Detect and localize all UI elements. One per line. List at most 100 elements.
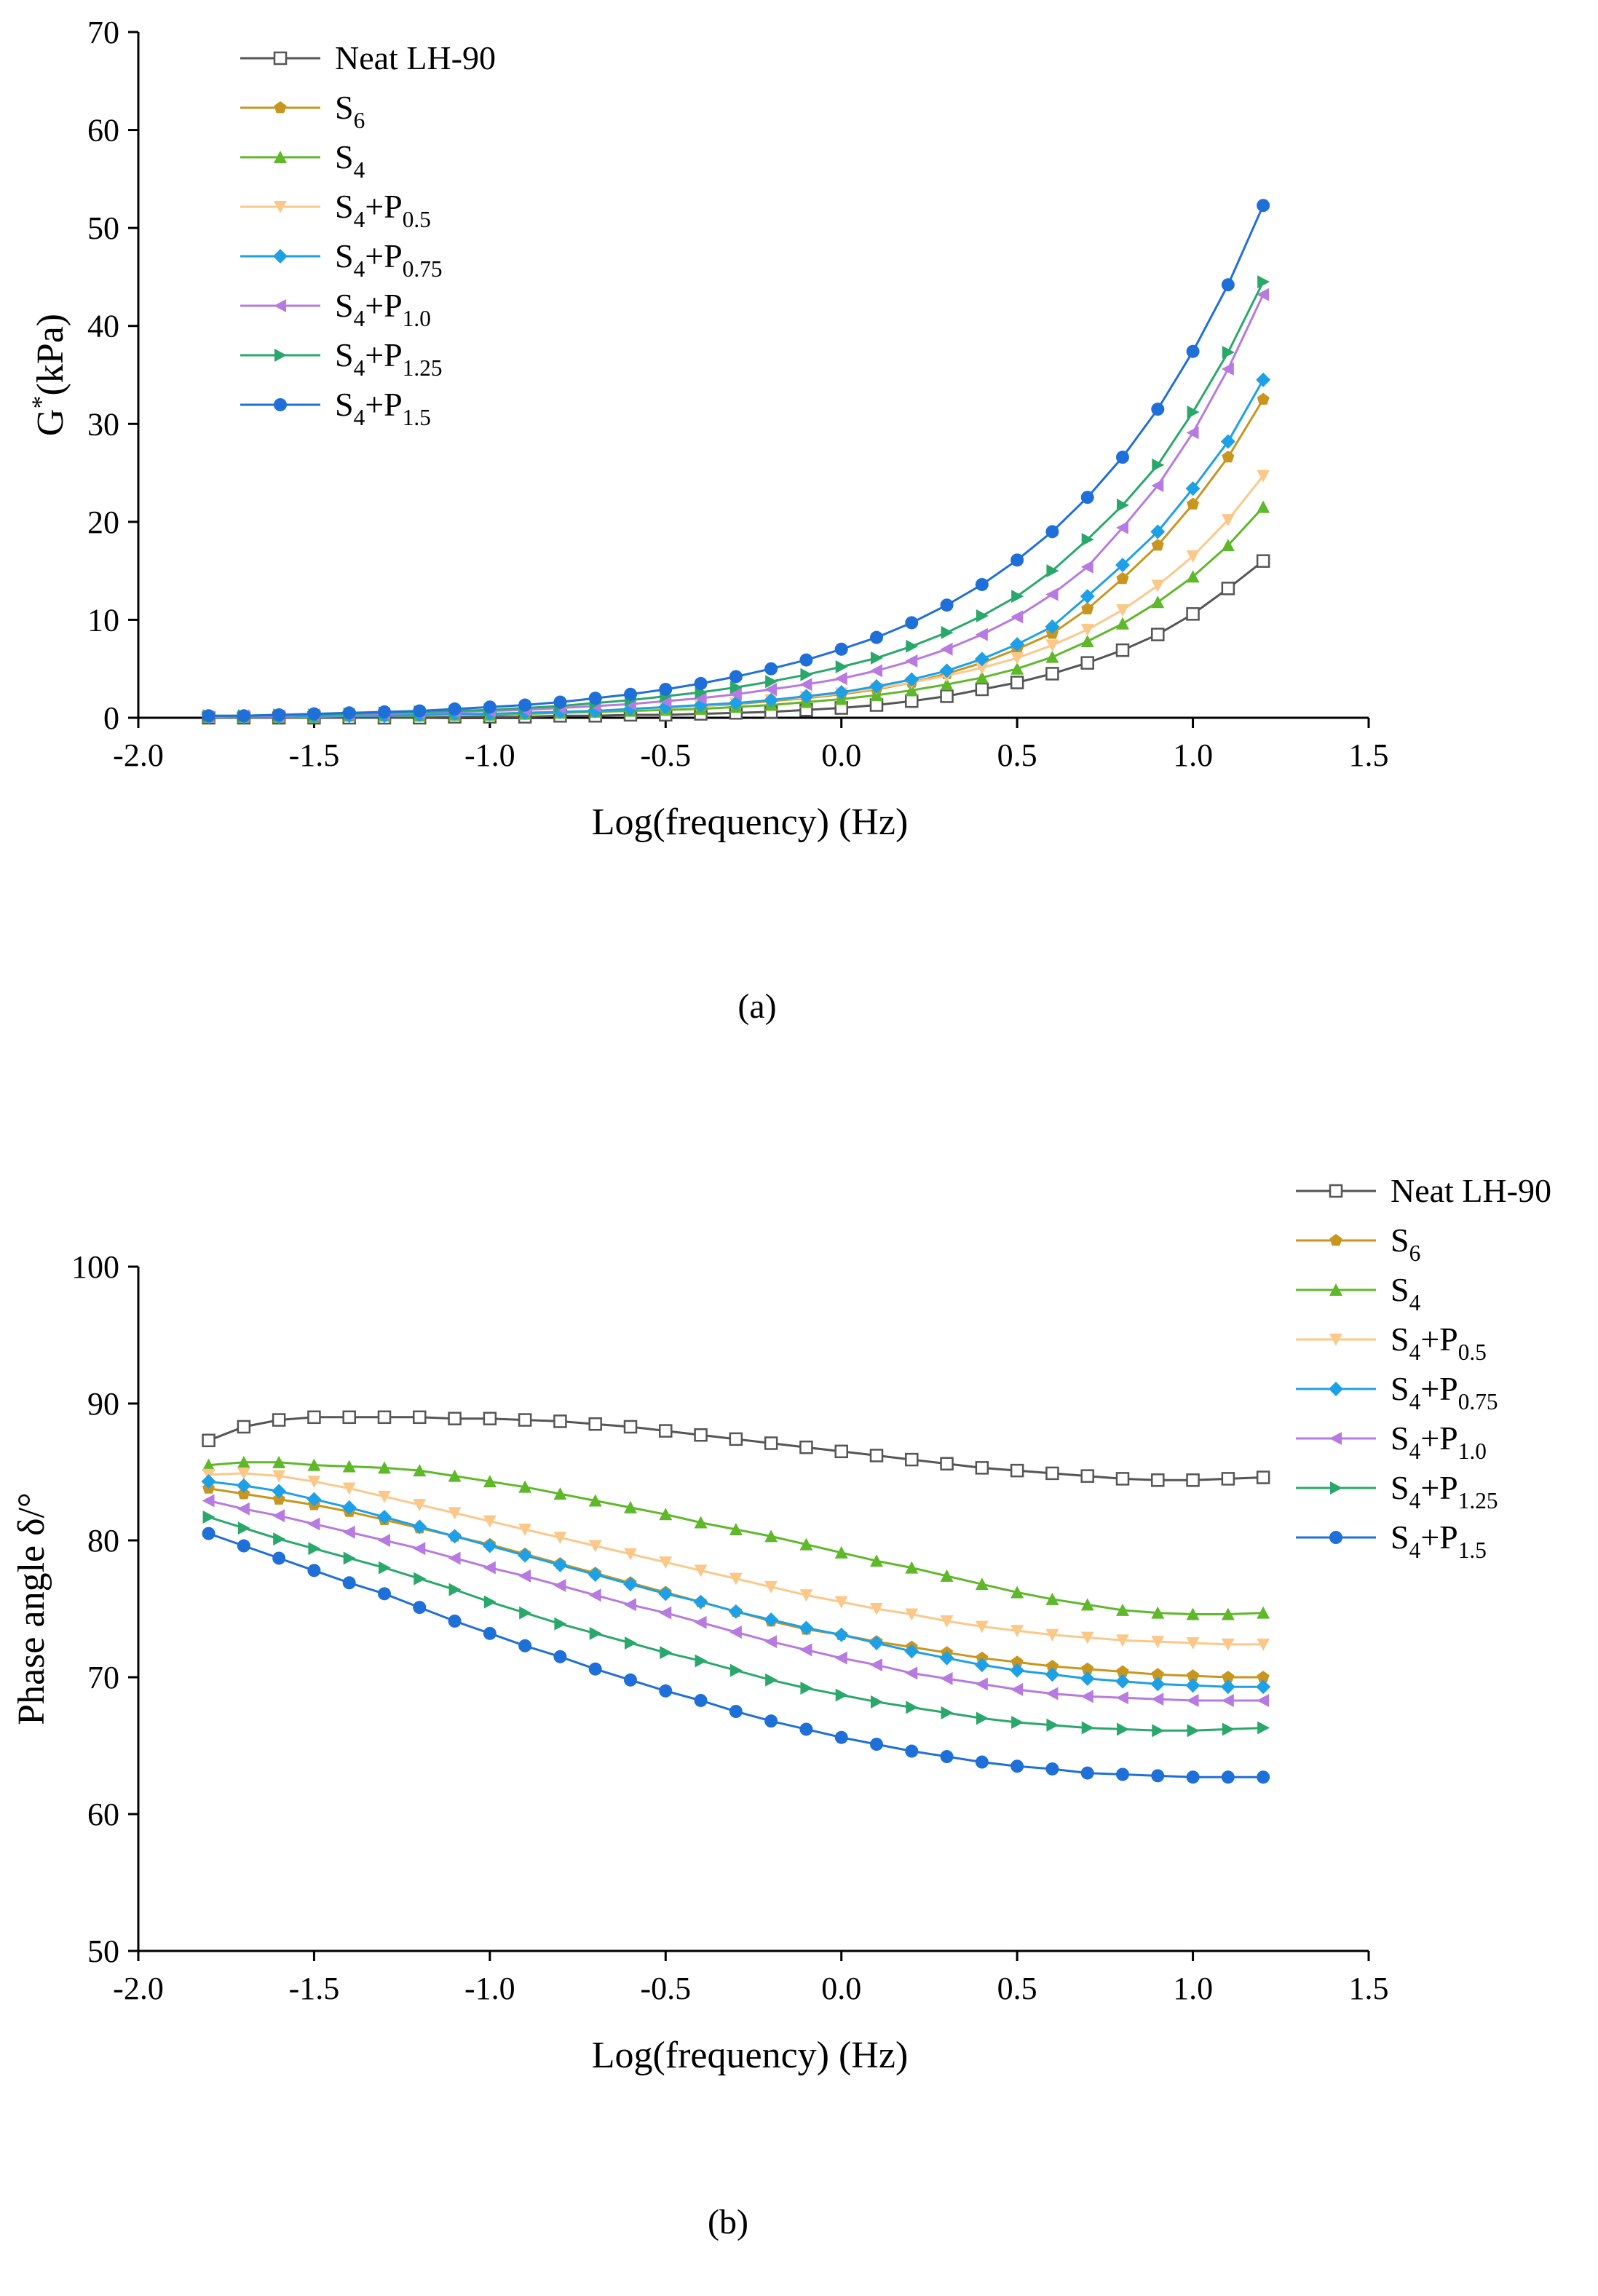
data-point (1151, 579, 1165, 593)
series-6 (202, 1494, 1270, 1707)
data-point (448, 1469, 462, 1482)
data-point (694, 1516, 708, 1529)
data-point (905, 1561, 919, 1574)
data-point (341, 1500, 357, 1515)
legend-label: S4 (335, 138, 365, 183)
data-point (237, 1467, 250, 1480)
data-point (378, 1461, 391, 1474)
legend-label-sub2: 1.5 (403, 405, 431, 430)
data-point (378, 1490, 391, 1503)
data-point (307, 1458, 321, 1471)
data-point (1045, 650, 1059, 663)
legend-label-sub: 4 (1409, 1389, 1421, 1414)
data-point (1080, 1671, 1095, 1686)
legend-label-tail: +P (1420, 1370, 1458, 1407)
legend-label: S4+P0.75 (1391, 1370, 1498, 1414)
data-point (659, 1684, 673, 1698)
y-tick-label: 0 (103, 700, 119, 736)
x-tick-label: -2.0 (113, 737, 164, 773)
data-point (1080, 1690, 1093, 1703)
panel-b-label: (b) (708, 2203, 748, 2241)
data-point (624, 1598, 636, 1612)
data-point (835, 1688, 848, 1702)
data-point (1150, 1677, 1166, 1692)
data-point (1010, 1463, 1024, 1478)
data-point (1257, 1638, 1270, 1651)
legend-label: S4+P1.25 (335, 336, 442, 381)
data-point (799, 1643, 812, 1657)
series-5 (201, 1474, 1271, 1695)
data-point (1257, 1770, 1270, 1784)
data-point (589, 1626, 602, 1640)
data-point (1045, 1660, 1059, 1672)
data-point (764, 682, 778, 696)
data-point (1045, 1466, 1059, 1481)
data-point (448, 1583, 462, 1596)
data-point (1257, 470, 1270, 483)
x-tick-label: -2.0 (113, 1971, 164, 2006)
data-point (625, 1636, 637, 1650)
data-point (1010, 1682, 1024, 1696)
legend: Neat LH-90S6S4S4+P0.5S4+P0.75S4+P1.0S4+P… (240, 39, 496, 430)
data-point (975, 1461, 989, 1475)
data-point (1257, 275, 1270, 289)
data-point (1116, 571, 1129, 585)
series-7 (202, 1511, 1270, 1738)
data-point (904, 1644, 919, 1659)
y-axis-title-part: (kPa) (30, 314, 71, 396)
y-tick-label: 60 (87, 113, 119, 149)
data-point (904, 672, 919, 687)
data-point (1221, 362, 1234, 376)
legend-label-sub2: 0.75 (1458, 1389, 1498, 1414)
data-point (764, 1529, 778, 1543)
data-point (1010, 637, 1025, 652)
data-point (905, 1744, 919, 1758)
data-point (870, 1738, 883, 1751)
series-line (208, 1461, 1264, 1615)
data-point (202, 1511, 215, 1524)
legend-label-base: S (335, 237, 354, 274)
data-point (660, 1646, 673, 1660)
data-point (1186, 550, 1200, 563)
legend-label: S4+P0.5 (335, 188, 431, 232)
legend-label-sub2: 1.0 (1458, 1438, 1487, 1464)
legend-label-base: S (1391, 1519, 1409, 1556)
legend-label-base: S (335, 336, 354, 373)
data-point (870, 1554, 883, 1567)
data-point (378, 1587, 391, 1601)
legend-label: Neat LH-90 (335, 39, 496, 76)
legend-label-base: S (1391, 1271, 1409, 1308)
data-point (272, 1470, 286, 1483)
data-point (976, 1711, 989, 1725)
data-point (378, 705, 391, 719)
legend-label-base: S (335, 188, 354, 225)
x-tick-label: -0.5 (640, 737, 691, 773)
data-point (272, 1455, 286, 1468)
x-axis-title: Log(frequency) (Hz) (592, 801, 909, 843)
legend-marker (274, 299, 286, 312)
data-point (202, 1494, 215, 1508)
data-point (1010, 1586, 1024, 1599)
data-point (1080, 589, 1095, 604)
series-line (208, 1532, 1264, 1778)
data-point (1151, 1668, 1164, 1680)
data-point (1116, 603, 1129, 617)
legend-marker (273, 51, 288, 66)
data-point (869, 1636, 884, 1650)
data-point (1010, 1663, 1025, 1678)
data-point (906, 1701, 919, 1714)
data-point (694, 1615, 707, 1629)
data-point (1117, 498, 1129, 512)
y-tick-label: 10 (87, 602, 119, 638)
data-point (342, 1460, 356, 1473)
data-point (1046, 1718, 1059, 1732)
series-4 (202, 1467, 1270, 1651)
data-point (236, 1478, 251, 1493)
series-3 (202, 1455, 1270, 1620)
data-point (729, 1625, 742, 1639)
data-point (202, 709, 215, 723)
legend-marker (1329, 1283, 1342, 1296)
data-point (1116, 1691, 1128, 1705)
legend-label-sub: 4 (1409, 1537, 1421, 1563)
